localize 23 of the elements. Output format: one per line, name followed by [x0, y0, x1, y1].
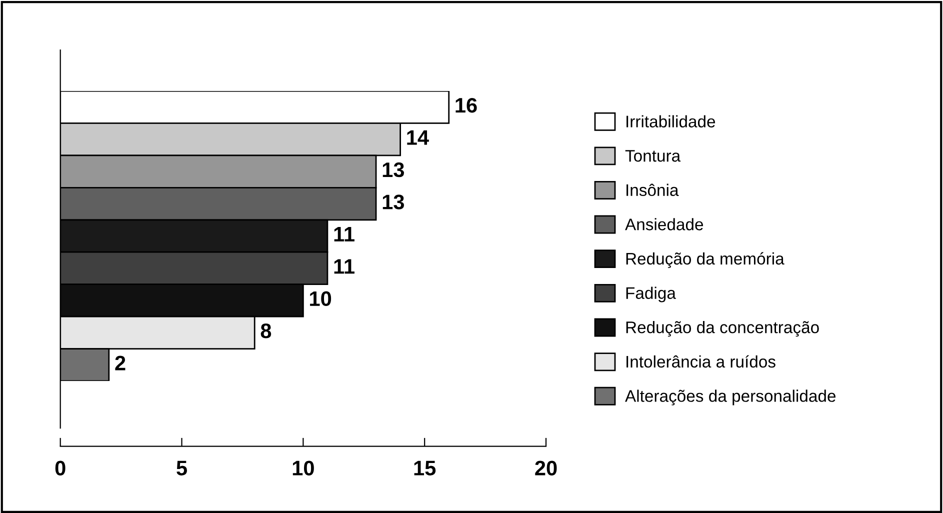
legend-label: Redução da memória [626, 252, 784, 268]
data-label: 13 [382, 162, 404, 178]
x-tick-label: 20 [535, 460, 557, 476]
data-label: 11 [334, 227, 354, 242]
legend-label: Irritabilidade [626, 115, 716, 128]
data-label: 13 [382, 194, 404, 210]
legend-label: Insônia [626, 184, 679, 196]
data-label: 14 [407, 130, 429, 145]
legend-label: Alterações da personalidade [625, 390, 836, 406]
x-tick-label: 10 [292, 460, 314, 476]
legend-label: Intolerância a ruídos [626, 355, 776, 368]
x-tick-label: 15 [414, 460, 436, 476]
legend-label: Ansiedade [625, 218, 704, 230]
x-tick-label: 5 [176, 460, 187, 476]
data-label: 10 [310, 291, 332, 306]
x-tick-label: 0 [55, 460, 66, 476]
data-label: 16 [456, 98, 477, 113]
legend-label: Tontura [625, 150, 681, 162]
data-label: 11 [334, 259, 354, 274]
legend-label: Redução da concentração [626, 321, 819, 337]
data-label: 2 [115, 356, 126, 370]
data-label: 8 [260, 324, 272, 338]
legend-label: Fadiga [626, 286, 676, 302]
